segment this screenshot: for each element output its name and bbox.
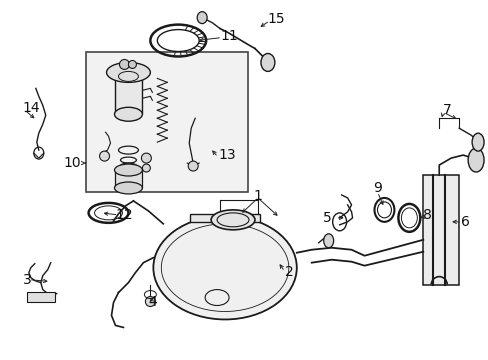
Ellipse shape [114, 107, 142, 121]
Text: 2: 2 [285, 265, 293, 279]
Text: 11: 11 [220, 28, 237, 42]
Text: 7: 7 [442, 103, 451, 117]
Ellipse shape [471, 133, 483, 151]
Bar [114, 72, 142, 114]
Ellipse shape [211, 210, 254, 230]
Text: 4: 4 [148, 294, 157, 309]
Bar [423, 175, 458, 285]
Ellipse shape [261, 54, 274, 71]
Ellipse shape [141, 153, 151, 163]
Ellipse shape [100, 151, 109, 161]
Ellipse shape [119, 59, 129, 69]
Ellipse shape [106, 62, 150, 82]
Ellipse shape [114, 164, 142, 176]
Ellipse shape [323, 234, 333, 248]
Ellipse shape [128, 60, 136, 68]
Ellipse shape [467, 148, 483, 172]
Ellipse shape [114, 182, 142, 194]
Text: 13: 13 [218, 148, 235, 162]
Ellipse shape [145, 297, 155, 306]
Bar [190, 214, 260, 222]
Text: 1: 1 [253, 189, 262, 203]
Ellipse shape [142, 164, 150, 172]
Text: 15: 15 [267, 12, 285, 26]
Ellipse shape [188, 161, 198, 171]
Bar [27, 292, 55, 302]
Bar [114, 170, 142, 188]
Bar [85, 53, 247, 192]
Ellipse shape [153, 216, 296, 319]
Text: 8: 8 [423, 208, 431, 222]
Text: 6: 6 [460, 215, 469, 229]
Text: 12: 12 [115, 208, 133, 222]
Text: 14: 14 [23, 101, 41, 115]
Text: 3: 3 [23, 273, 32, 287]
Text: 5: 5 [322, 211, 331, 225]
Ellipse shape [197, 12, 207, 24]
Text: 10: 10 [63, 156, 81, 170]
Text: 9: 9 [372, 181, 381, 195]
